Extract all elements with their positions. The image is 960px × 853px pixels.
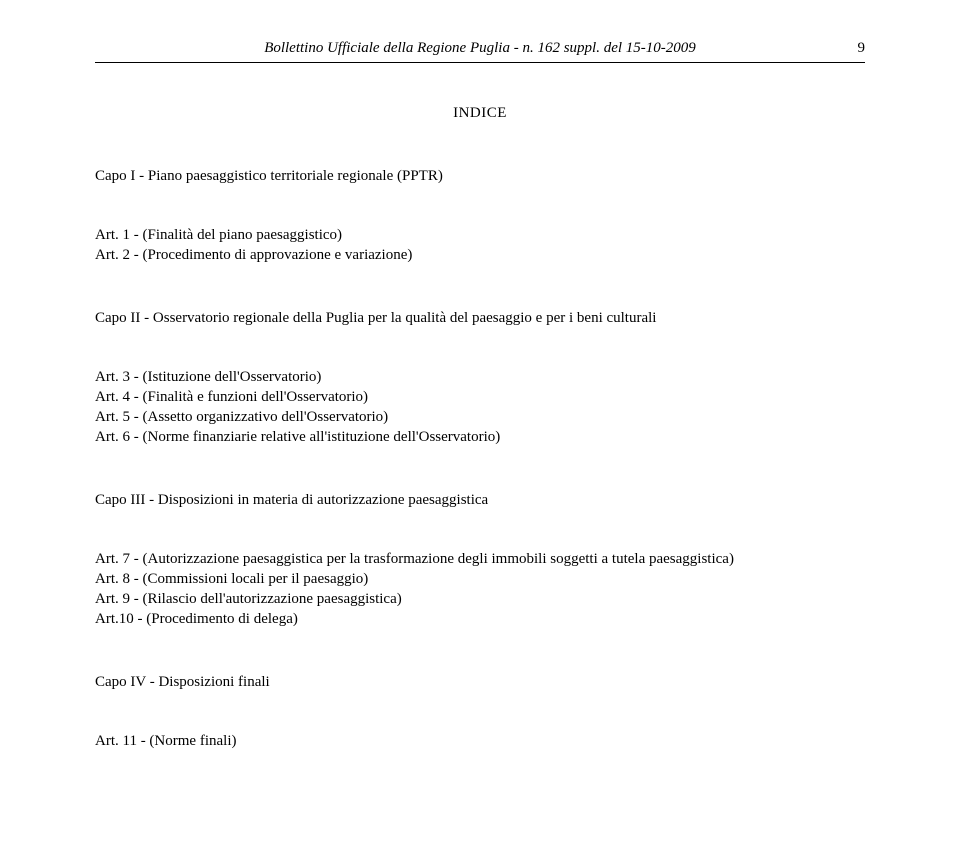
article-10: Art.10 - (Procedimento di delega) (95, 609, 865, 629)
header-line: Bollettino Ufficiale della Regione Pugli… (95, 40, 865, 57)
index-title: INDICE (95, 105, 865, 122)
capo-2-title: Capo II - Osservatorio regionale della P… (95, 310, 865, 327)
article-8: Art. 8 - (Commissioni locali per il paes… (95, 569, 865, 589)
article-2: Art. 2 - (Procedimento di approvazione e… (95, 245, 865, 265)
page-number: 9 (858, 40, 866, 57)
article-7: Art. 7 - (Autorizzazione paesaggistica p… (95, 549, 865, 569)
header-publication-title: Bollettino Ufficiale della Regione Pugli… (264, 40, 696, 57)
capo-1-title: Capo I - Piano paesaggistico territorial… (95, 168, 865, 185)
article-11: Art. 11 - (Norme finali) (95, 731, 865, 751)
article-1: Art. 1 - (Finalità del piano paesaggisti… (95, 225, 865, 245)
article-9: Art. 9 - (Rilascio dell'autorizzazione p… (95, 589, 865, 609)
article-3: Art. 3 - (Istituzione dell'Osservatorio) (95, 367, 865, 387)
article-6: Art. 6 - (Norme finanziarie relative all… (95, 427, 865, 447)
article-5: Art. 5 - (Assetto organizzativo dell'Oss… (95, 407, 865, 427)
capo-3-title: Capo III - Disposizioni in materia di au… (95, 492, 865, 509)
article-4: Art. 4 - (Finalità e funzioni dell'Osser… (95, 387, 865, 407)
capo-4-title: Capo IV - Disposizioni finali (95, 674, 865, 691)
